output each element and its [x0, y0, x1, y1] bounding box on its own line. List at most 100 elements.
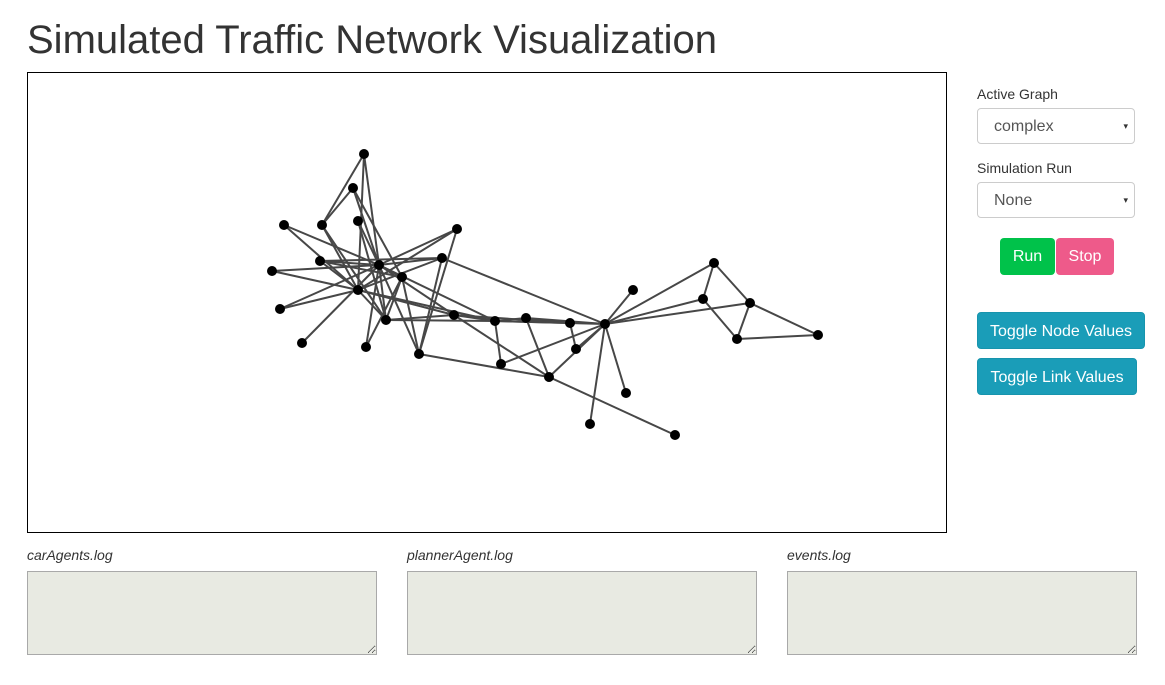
- active-graph-value: complex: [994, 118, 1054, 135]
- graph-link[interactable]: [418, 228, 458, 355]
- graph-node[interactable]: [317, 220, 327, 230]
- car-agents-log-label: carAgents.log: [27, 547, 113, 563]
- graph-link[interactable]: [321, 187, 354, 226]
- graph-link[interactable]: [418, 353, 550, 378]
- graph-node[interactable]: [374, 260, 384, 270]
- network-graph-canvas[interactable]: [27, 72, 947, 533]
- graph-node[interactable]: [297, 338, 307, 348]
- graph-link[interactable]: [279, 264, 380, 310]
- graph-node[interactable]: [698, 294, 708, 304]
- graph-link[interactable]: [702, 298, 738, 340]
- graph-link[interactable]: [713, 262, 751, 304]
- graph-link[interactable]: [271, 264, 380, 272]
- run-button[interactable]: Run: [1000, 238, 1055, 275]
- graph-node[interactable]: [361, 342, 371, 352]
- graph-node[interactable]: [267, 266, 277, 276]
- graph-link[interactable]: [321, 153, 365, 226]
- graph-link[interactable]: [453, 314, 550, 378]
- graph-node[interactable]: [670, 430, 680, 440]
- graph-node[interactable]: [813, 330, 823, 340]
- car-agents-log-textarea[interactable]: [27, 571, 377, 655]
- graph-link[interactable]: [525, 317, 550, 378]
- toggle-node-values-button[interactable]: Toggle Node Values: [977, 312, 1145, 349]
- stop-button[interactable]: Stop: [1056, 238, 1114, 275]
- planner-agent-log-textarea[interactable]: [407, 571, 757, 655]
- graph-node[interactable]: [732, 334, 742, 344]
- graph-link[interactable]: [736, 302, 751, 340]
- active-graph-select[interactable]: complex ▾: [977, 108, 1135, 144]
- events-log-textarea[interactable]: [787, 571, 1137, 655]
- graph-link[interactable]: [319, 260, 359, 291]
- graph-link[interactable]: [352, 187, 380, 266]
- graph-link[interactable]: [363, 153, 380, 266]
- graph-node[interactable]: [353, 285, 363, 295]
- simulation-run-select[interactable]: None ▾: [977, 182, 1135, 218]
- graph-node[interactable]: [397, 272, 407, 282]
- graph-node[interactable]: [585, 419, 595, 429]
- graph-node[interactable]: [279, 220, 289, 230]
- graph-link[interactable]: [279, 289, 359, 310]
- graph-node[interactable]: [745, 298, 755, 308]
- graph-link[interactable]: [589, 323, 606, 425]
- graph-link[interactable]: [365, 264, 380, 348]
- planner-agent-log-panel: plannerAgent.log: [407, 547, 757, 655]
- graph-link[interactable]: [453, 314, 571, 324]
- graph-link[interactable]: [441, 257, 606, 325]
- graph-node[interactable]: [315, 256, 325, 266]
- graph-node[interactable]: [353, 216, 363, 226]
- graph-link[interactable]: [401, 276, 420, 355]
- graph-link[interactable]: [494, 320, 502, 365]
- graph-node[interactable]: [628, 285, 638, 295]
- graph-link[interactable]: [319, 257, 443, 262]
- graph-node[interactable]: [275, 304, 285, 314]
- graph-link[interactable]: [575, 323, 606, 350]
- graph-link[interactable]: [548, 376, 676, 436]
- planner-agent-log-label: plannerAgent.log: [407, 547, 513, 563]
- graph-node[interactable]: [348, 183, 358, 193]
- graph-node[interactable]: [359, 149, 369, 159]
- graph-node[interactable]: [490, 316, 500, 326]
- network-graph[interactable]: [28, 73, 946, 532]
- graph-link[interactable]: [385, 276, 403, 321]
- graph-node[interactable]: [565, 318, 575, 328]
- graph-link[interactable]: [702, 262, 715, 300]
- simulation-run-label: Simulation Run: [977, 160, 1072, 176]
- chevron-down-icon: ▾: [1123, 121, 1128, 131]
- graph-link[interactable]: [749, 302, 819, 336]
- graph-link[interactable]: [301, 264, 380, 344]
- graph-link[interactable]: [319, 260, 403, 278]
- graph-node[interactable]: [449, 310, 459, 320]
- graph-node[interactable]: [709, 258, 719, 268]
- graph-link[interactable]: [321, 224, 359, 291]
- chevron-down-icon: ▾: [1123, 195, 1128, 205]
- graph-link[interactable]: [604, 298, 704, 325]
- graph-link[interactable]: [604, 262, 715, 325]
- graph-link[interactable]: [378, 264, 455, 316]
- graph-link[interactable]: [378, 264, 387, 321]
- graph-link[interactable]: [283, 224, 380, 266]
- graph-node[interactable]: [571, 344, 581, 354]
- graph-node[interactable]: [437, 253, 447, 263]
- graph-link[interactable]: [500, 323, 606, 365]
- graph-link[interactable]: [604, 289, 634, 325]
- graph-node[interactable]: [600, 319, 610, 329]
- graph-link[interactable]: [271, 270, 359, 291]
- page-title: Simulated Traffic Network Visualization: [27, 18, 717, 62]
- car-agents-log-panel: carAgents.log: [27, 547, 377, 655]
- graph-node[interactable]: [521, 313, 531, 323]
- graph-link[interactable]: [604, 302, 751, 325]
- toggle-link-values-button[interactable]: Toggle Link Values: [977, 358, 1137, 395]
- graph-node[interactable]: [621, 388, 631, 398]
- graph-link[interactable]: [385, 319, 496, 322]
- graph-link[interactable]: [736, 334, 819, 340]
- graph-node[interactable]: [544, 372, 554, 382]
- graph-node[interactable]: [452, 224, 462, 234]
- active-graph-label: Active Graph: [977, 86, 1058, 102]
- graph-node[interactable]: [381, 315, 391, 325]
- graph-link[interactable]: [604, 323, 627, 394]
- events-log-label: events.log: [787, 547, 851, 563]
- graph-node[interactable]: [496, 359, 506, 369]
- graph-node[interactable]: [414, 349, 424, 359]
- graph-link[interactable]: [321, 224, 387, 321]
- run-controls: Run Stop: [1000, 238, 1140, 276]
